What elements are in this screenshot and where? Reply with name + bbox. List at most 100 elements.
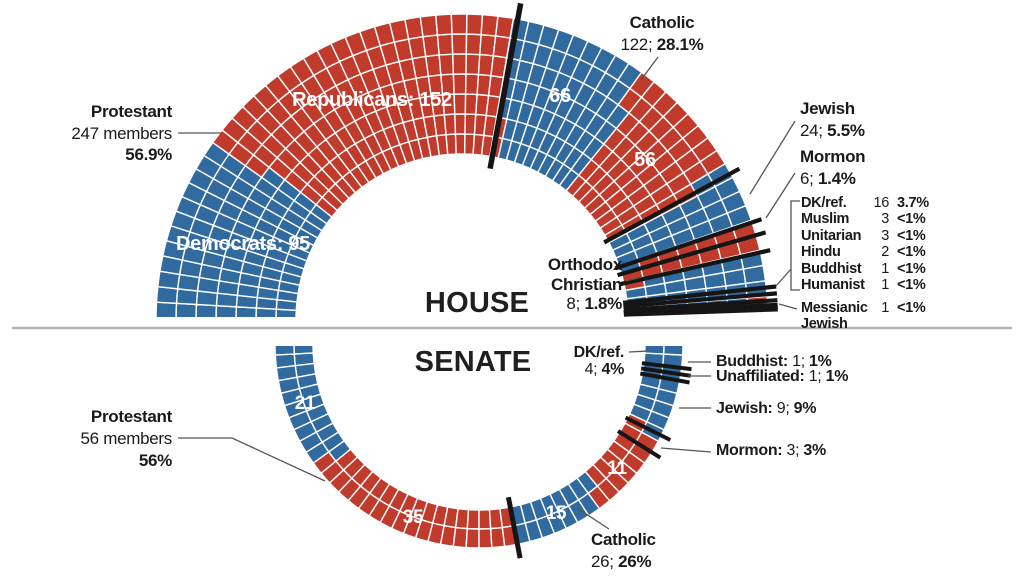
senate-protestant-name: Protestant <box>91 407 173 426</box>
house-catholic-annotation: Catholic 122; 28.1% <box>620 13 704 81</box>
table-row-count: 3 <box>881 211 889 227</box>
senate-title: SENATE <box>415 346 532 378</box>
table-row: Humanist 1 <1% <box>801 277 926 293</box>
house-catholic-leader-line <box>640 56 659 81</box>
seat-cell <box>424 54 442 78</box>
senate-dkref-value: 4; 4% <box>585 361 624 378</box>
table-row-pct: <1% <box>897 277 926 293</box>
senate-catholic-value: 26; 26% <box>591 552 651 571</box>
table-row-name: Hindu <box>801 244 841 260</box>
house-seat-grid <box>155 13 769 334</box>
table-row: Muslim 3 <1% <box>801 211 926 227</box>
senate-catholic-annotation: Catholic 26; 26% <box>576 507 656 571</box>
table-row-name: Messianic <box>801 300 868 316</box>
house-protestant-members: 247 members <box>71 124 172 143</box>
seat-cell <box>465 527 480 549</box>
segment-divider-tick <box>617 230 767 278</box>
senate-catholic-dem-count: 15 <box>546 503 567 524</box>
segment-divider-tick <box>505 496 523 559</box>
senate-mormon-annotation: Mormon: 3; 3% <box>660 442 826 459</box>
senate-segment-dividers <box>505 361 692 559</box>
senate-protestant-members: 56 members <box>81 429 172 448</box>
seat-cell <box>466 508 480 530</box>
table-row: Unitarian 3 <1% <box>801 228 926 244</box>
table-bracket-leader-line <box>775 268 792 287</box>
seat-cell <box>175 302 198 317</box>
seat-cell <box>156 318 176 334</box>
senate-dkref-leader-line <box>628 350 650 353</box>
house-catholic-dem-count: 66 <box>549 85 571 107</box>
senate-protestant-leader-line <box>178 437 326 482</box>
senate-buddhist-label: Buddhist: 1; 1% <box>716 353 832 370</box>
house-protestant-pct: 56.9% <box>125 145 172 164</box>
table-row-count: 3 <box>881 228 889 244</box>
seat-cell <box>451 33 468 55</box>
table-row-count: 1 <box>881 300 889 316</box>
seat-cell <box>465 53 481 76</box>
segment-divider-tick <box>640 366 691 378</box>
seat-cell <box>445 133 457 156</box>
table-row-messianic: Messianic Jewish 1 <1% <box>801 300 926 332</box>
seat-cell <box>662 346 684 356</box>
seat-cell <box>454 507 470 530</box>
house-jewish-annotation: Jewish 24; 5.5% <box>749 99 865 195</box>
table-bracket <box>790 200 800 291</box>
table-row-pct: <1% <box>897 300 926 316</box>
table-row-count: 2 <box>881 244 889 260</box>
seat-cell <box>276 319 296 328</box>
seat-cell <box>450 13 468 35</box>
house-protestant-name: Protestant <box>91 102 173 121</box>
segment-divider-tick <box>623 291 778 309</box>
segment-divider-tick <box>623 298 778 312</box>
house-title: HOUSE <box>425 287 529 319</box>
seat-cell <box>452 73 467 95</box>
table-row-name: Buddhist <box>801 261 862 277</box>
house-messianic-leader-line <box>778 303 798 310</box>
house-catholic-name: Catholic <box>630 13 695 32</box>
senate-jewish-label: Jewish: 9; 9% <box>716 400 816 417</box>
seat-cell <box>464 73 480 96</box>
seat-cell <box>274 346 296 356</box>
house-catholic-rep-count: 56 <box>634 149 656 171</box>
table-row-pct: <1% <box>897 261 926 277</box>
segment-divider-tick <box>623 307 778 317</box>
seat-cell <box>478 527 493 549</box>
seat-cell <box>155 301 178 317</box>
house-mormon-leader-line <box>765 172 796 219</box>
segment-divider-tick <box>619 248 771 287</box>
house-mormon-annotation: Mormon 6; 1.4% <box>765 147 866 219</box>
segment-divider-tick <box>614 217 763 271</box>
table-row-pct: <1% <box>897 211 926 227</box>
senate-catholic-name: Catholic <box>591 530 656 549</box>
senate-protestant-dem-count: 21 <box>295 393 316 414</box>
senate-dkref-name: DK/ref. <box>574 344 624 361</box>
segment-divider-tick <box>616 429 662 460</box>
segment-divider-tick <box>639 371 690 385</box>
table-row-count: 1 <box>881 277 889 293</box>
senate-dkref-annotation: DK/ref. 4; 4% <box>574 344 650 378</box>
house-segment-dividers <box>487 2 778 317</box>
senate-catholic-leader-line <box>576 507 610 530</box>
seat-cell <box>453 93 467 115</box>
senate-protestant-pct: 56% <box>139 451 172 470</box>
house-orthodox-leader-line <box>625 276 643 282</box>
house-jewish-name: Jewish <box>800 99 855 118</box>
house-republicans-arc-label: Republicans: 152 <box>292 89 452 111</box>
segment-divider-tick <box>624 415 672 442</box>
house-orthodox-name-line1: Orthodox <box>548 255 623 274</box>
table-row-name: Jewish <box>801 316 848 332</box>
senate-unaffiliated-label: Unaffiliated: 1; 1% <box>716 368 848 385</box>
senate-protestant-annotation: Protestant 56 members 56% <box>81 407 326 482</box>
senate-mormon-leader-line <box>660 447 712 453</box>
seat-cell <box>235 306 258 317</box>
table-row-name: Muslim <box>801 211 849 227</box>
table-row-name: Unitarian <box>801 228 861 244</box>
segment-divider-tick <box>641 361 692 372</box>
seat-cell <box>465 33 482 56</box>
house-mormon-value: 6; 1.4% <box>800 169 856 188</box>
senate-jewish-annotation: Jewish: 9; 9% <box>679 400 817 417</box>
seat-cell <box>454 113 467 135</box>
table-row-pct: <1% <box>897 244 926 260</box>
seat-cell <box>419 14 439 38</box>
senate-catholic-rep-count: 11 <box>607 458 627 479</box>
